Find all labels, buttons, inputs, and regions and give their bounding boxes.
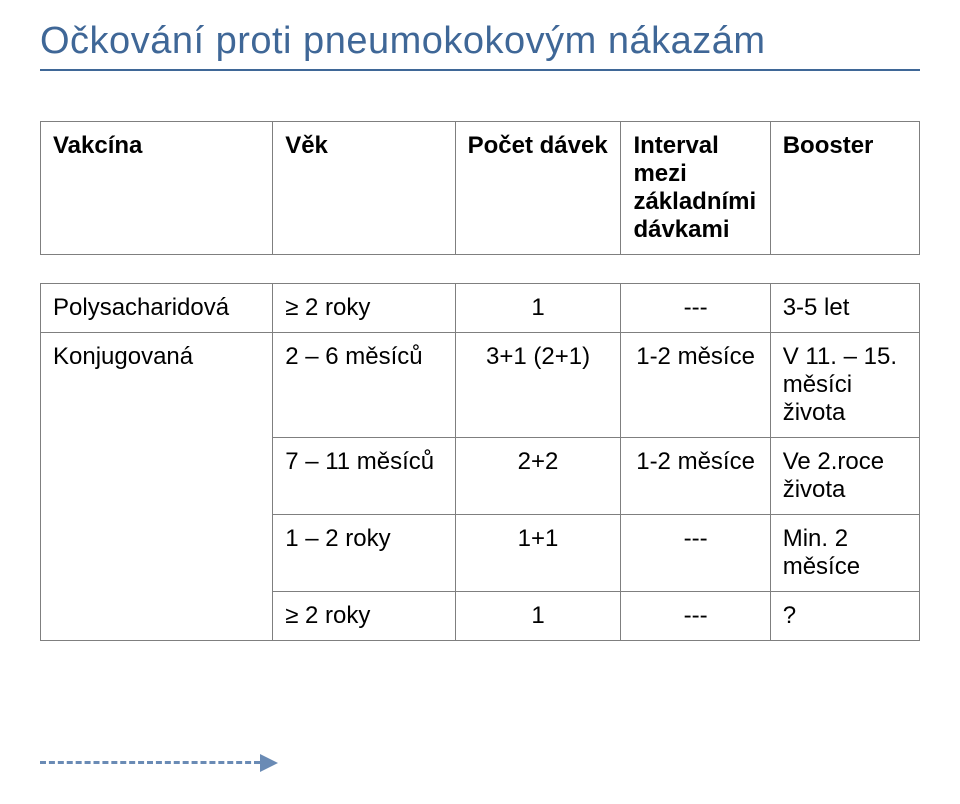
col-header-age: Věk [273,122,455,255]
cell-doses: 2+2 [455,438,621,515]
col-header-doses: Počet dávek [455,122,621,255]
cell-interval: 1-2 měsíce [621,333,770,438]
page-title: Očkování proti pneumokokovým nákazám [40,20,920,71]
cell-doses: 1 [455,284,621,333]
cell-doses: 1+1 [455,515,621,592]
cell-interval: --- [621,284,770,333]
cell-age: ≥ 2 roky [273,592,455,641]
cell-booster: Min. 2 měsíce [770,515,919,592]
col-header-vaccine: Vakcína [41,122,273,255]
table-spacer [41,255,920,284]
cell-interval: --- [621,592,770,641]
col-header-interval: Interval mezi základními dávkami [621,122,770,255]
cell-booster: Ve 2.roce života [770,438,919,515]
cell-doses: 1 [455,592,621,641]
vaccination-table: Vakcína Věk Počet dávek Interval mezi zá… [40,121,920,641]
cell-vaccine: Polysacharidová [41,284,273,333]
cell-interval: 1-2 měsíce [621,438,770,515]
cell-age: ≥ 2 roky [273,284,455,333]
table-row: Konjugovaná 2 – 6 měsíců 3+1 (2+1) 1-2 m… [41,333,920,438]
cell-age: 7 – 11 měsíců [273,438,455,515]
cell-booster: ? [770,592,919,641]
cell-vaccine: Konjugovaná [41,333,273,641]
cell-age: 1 – 2 roky [273,515,455,592]
cell-booster: 3-5 let [770,284,919,333]
cell-interval: --- [621,515,770,592]
table-header-row: Vakcína Věk Počet dávek Interval mezi zá… [41,122,920,255]
table-row: Polysacharidová ≥ 2 roky 1 --- 3-5 let [41,284,920,333]
col-header-booster: Booster [770,122,919,255]
arrow-decoration [40,761,260,764]
cell-booster: V 11. – 15. měsíci života [770,333,919,438]
page: Očkování proti pneumokokovým nákazám Vak… [0,0,960,804]
cell-doses: 3+1 (2+1) [455,333,621,438]
cell-age: 2 – 6 měsíců [273,333,455,438]
